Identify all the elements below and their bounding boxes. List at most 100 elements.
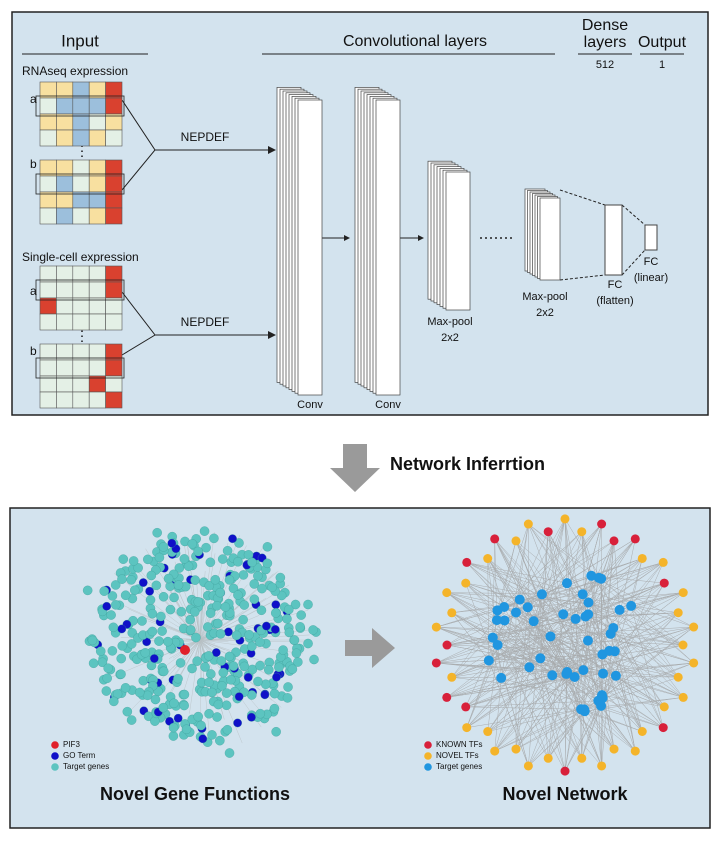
node bbox=[583, 636, 593, 646]
heatmap-cell bbox=[106, 360, 122, 376]
node bbox=[127, 715, 136, 724]
node bbox=[462, 723, 471, 732]
node bbox=[200, 662, 209, 671]
node bbox=[263, 542, 272, 551]
heatmap-cell bbox=[106, 208, 122, 224]
node bbox=[303, 639, 312, 648]
node bbox=[169, 699, 178, 708]
node bbox=[631, 534, 640, 543]
layer-label: 2x2 bbox=[536, 307, 554, 319]
node bbox=[288, 665, 297, 674]
node bbox=[442, 588, 451, 597]
legend-dot bbox=[51, 752, 59, 760]
node bbox=[500, 615, 510, 625]
legend-dot bbox=[424, 763, 432, 771]
node bbox=[615, 605, 625, 615]
node bbox=[545, 631, 555, 641]
heatmap-cell bbox=[40, 282, 56, 298]
node bbox=[135, 688, 144, 697]
node bbox=[200, 527, 209, 536]
node bbox=[166, 605, 175, 614]
node bbox=[228, 535, 236, 543]
node bbox=[96, 647, 105, 656]
heatmap-cell bbox=[56, 360, 72, 376]
output-units: 1 bbox=[659, 59, 665, 71]
heatmap-cell bbox=[40, 82, 56, 98]
node bbox=[679, 641, 688, 650]
node bbox=[272, 727, 281, 736]
node bbox=[296, 622, 305, 631]
heatmap-cell bbox=[89, 282, 105, 298]
legend-label: KNOWN TFs bbox=[436, 740, 483, 749]
node bbox=[297, 610, 306, 619]
heatmap-cell bbox=[89, 360, 105, 376]
bottom-panel bbox=[10, 508, 710, 828]
heatmap-cell bbox=[40, 98, 56, 114]
feature-map bbox=[540, 198, 560, 280]
legend-label: PIF3 bbox=[63, 740, 80, 749]
node bbox=[610, 536, 619, 545]
node bbox=[461, 579, 470, 588]
legend-dot bbox=[424, 752, 432, 760]
layer-label: (linear) bbox=[634, 272, 668, 284]
node bbox=[83, 586, 92, 595]
node bbox=[285, 628, 294, 637]
node bbox=[103, 674, 112, 683]
hub bbox=[180, 645, 190, 655]
node bbox=[638, 727, 647, 736]
dense-title: layers bbox=[584, 34, 627, 51]
heatmap-cell bbox=[40, 176, 56, 192]
node bbox=[610, 745, 619, 754]
node bbox=[186, 615, 195, 624]
heatmap-cell bbox=[106, 114, 122, 130]
node bbox=[496, 673, 506, 683]
node bbox=[247, 558, 256, 567]
node bbox=[89, 659, 98, 668]
heatmap-cell bbox=[73, 176, 89, 192]
node bbox=[117, 575, 126, 584]
heatmap-cell bbox=[40, 360, 56, 376]
node bbox=[611, 671, 621, 681]
node bbox=[447, 673, 456, 682]
node bbox=[180, 554, 189, 563]
output-title: Output bbox=[638, 34, 687, 51]
node bbox=[571, 614, 581, 624]
node bbox=[544, 754, 553, 763]
node bbox=[102, 602, 110, 610]
heatmap-cell bbox=[106, 176, 122, 192]
node bbox=[163, 637, 172, 646]
layer-label: (flatten) bbox=[596, 295, 633, 307]
node bbox=[159, 703, 168, 712]
node bbox=[158, 626, 167, 635]
node bbox=[272, 673, 280, 681]
node bbox=[204, 678, 213, 687]
node bbox=[547, 670, 557, 680]
node bbox=[218, 554, 227, 563]
node bbox=[279, 645, 288, 654]
node bbox=[432, 623, 441, 632]
node bbox=[235, 692, 243, 700]
node bbox=[598, 693, 608, 703]
feature-map bbox=[298, 100, 322, 395]
node bbox=[154, 637, 163, 646]
node bbox=[209, 534, 218, 543]
node bbox=[597, 520, 606, 529]
legend-label: Target genes bbox=[63, 762, 109, 771]
node bbox=[432, 658, 441, 667]
node bbox=[610, 646, 620, 656]
node bbox=[256, 709, 265, 718]
node bbox=[207, 688, 216, 697]
node bbox=[583, 597, 593, 607]
node bbox=[127, 575, 136, 584]
node bbox=[303, 600, 312, 609]
node bbox=[109, 623, 118, 632]
node bbox=[524, 761, 533, 770]
fc-flatten bbox=[605, 205, 622, 275]
heatmap-cell bbox=[56, 130, 72, 146]
node bbox=[233, 557, 242, 566]
feature-map bbox=[446, 172, 470, 310]
node bbox=[137, 616, 146, 625]
node bbox=[176, 658, 185, 667]
layer-label: FC bbox=[608, 279, 623, 291]
node bbox=[88, 636, 97, 645]
